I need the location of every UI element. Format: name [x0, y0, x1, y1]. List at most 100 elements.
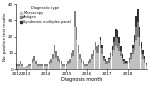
Bar	[125, 63, 127, 64]
Bar	[105, 59, 106, 61]
Bar	[23, 67, 25, 69]
Bar	[33, 56, 35, 61]
Bar	[132, 48, 134, 54]
Bar	[141, 42, 142, 48]
Bar	[76, 27, 77, 40]
Bar	[129, 63, 130, 69]
Bar	[101, 54, 103, 69]
Bar	[28, 64, 30, 66]
Bar	[37, 64, 38, 66]
Bar	[33, 61, 35, 69]
Bar	[72, 50, 74, 56]
Bar	[47, 64, 48, 66]
Bar	[40, 64, 42, 66]
Bar	[139, 46, 140, 69]
Bar	[144, 56, 146, 59]
Bar	[20, 61, 21, 64]
Bar	[146, 64, 147, 66]
Bar	[108, 58, 110, 59]
Bar	[100, 40, 101, 48]
Bar	[79, 59, 81, 69]
Bar	[18, 64, 20, 66]
Bar	[129, 59, 130, 63]
X-axis label: Diagnosis month: Diagnosis month	[61, 77, 102, 82]
Bar	[64, 66, 65, 69]
Bar	[141, 48, 142, 54]
Bar	[117, 48, 118, 69]
Bar	[35, 61, 37, 64]
Bar	[84, 64, 86, 66]
Bar	[83, 61, 84, 64]
Bar	[71, 58, 72, 69]
Bar	[98, 53, 99, 69]
Bar	[132, 45, 134, 48]
Bar	[64, 64, 65, 66]
Bar	[16, 66, 18, 69]
Bar	[103, 58, 105, 61]
Bar	[139, 37, 140, 46]
Bar	[32, 59, 33, 63]
Bar	[105, 64, 106, 69]
Bar	[101, 48, 103, 54]
Bar	[103, 56, 105, 58]
Bar	[37, 66, 38, 69]
Bar	[84, 66, 86, 69]
Bar	[100, 48, 101, 69]
Bar	[96, 46, 98, 53]
Bar	[123, 59, 125, 61]
Bar	[67, 61, 69, 64]
Bar	[118, 51, 120, 69]
Bar	[106, 61, 108, 64]
Bar	[79, 54, 81, 59]
Bar	[54, 45, 55, 53]
Bar	[55, 51, 57, 58]
Y-axis label: No. positive test results: No. positive test results	[3, 13, 7, 61]
Bar	[50, 59, 52, 63]
Bar	[122, 61, 123, 69]
Bar	[137, 37, 139, 69]
Bar	[21, 66, 23, 69]
Bar	[120, 51, 122, 56]
Bar	[142, 59, 144, 69]
Bar	[30, 64, 31, 66]
Bar	[47, 66, 48, 69]
Bar	[135, 27, 137, 40]
Bar	[66, 66, 67, 69]
Bar	[112, 50, 113, 56]
Bar	[52, 59, 54, 69]
Bar	[134, 35, 135, 42]
Bar	[91, 54, 93, 59]
Bar	[123, 61, 125, 64]
Bar	[16, 64, 18, 66]
Bar	[137, 22, 139, 37]
Bar	[60, 61, 62, 64]
Bar	[141, 54, 142, 69]
Bar	[69, 63, 70, 69]
Bar	[42, 64, 43, 66]
Bar	[146, 66, 147, 69]
Bar	[103, 61, 105, 69]
Bar	[74, 11, 76, 27]
Bar	[108, 63, 110, 69]
Bar	[45, 64, 47, 66]
Bar	[135, 16, 137, 27]
Bar	[106, 64, 108, 69]
Bar	[130, 54, 132, 59]
Bar	[86, 66, 88, 69]
Bar	[112, 46, 113, 50]
Bar	[110, 54, 111, 59]
Bar	[125, 61, 127, 63]
Bar	[67, 64, 69, 69]
Bar	[129, 58, 130, 59]
Bar	[108, 59, 110, 63]
Bar	[122, 54, 123, 58]
Bar	[96, 53, 98, 69]
Bar	[112, 56, 113, 69]
Bar	[38, 66, 40, 69]
Bar	[135, 40, 137, 69]
Bar	[88, 64, 89, 69]
Bar	[113, 42, 115, 50]
Bar	[122, 58, 123, 61]
Bar	[21, 64, 23, 66]
Bar	[105, 61, 106, 64]
